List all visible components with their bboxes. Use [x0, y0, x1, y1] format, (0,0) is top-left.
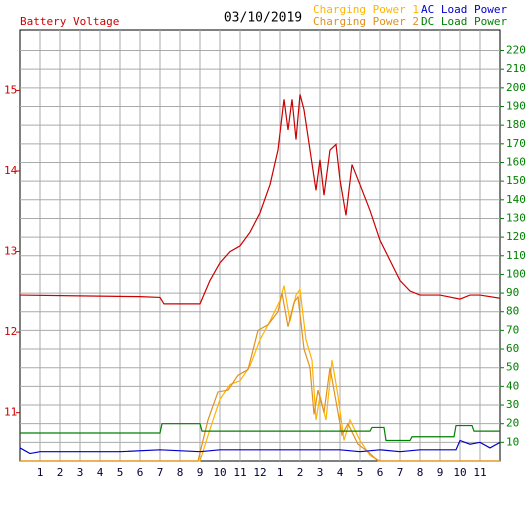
y-tick-label: 15: [4, 83, 17, 96]
x-tick-label: 6: [137, 466, 144, 479]
y2-tick-label: 80: [506, 305, 519, 318]
series-line: [20, 292, 500, 462]
x-tick-label: 8: [177, 466, 184, 479]
series-line: [19, 94, 501, 305]
y2-tick-label: 220: [506, 44, 526, 57]
legend-entry: Charging Power 2: [313, 15, 419, 28]
series-line: [19, 439, 501, 455]
x-tick-label: 1: [277, 466, 284, 479]
y2-tick-label: 150: [506, 174, 526, 187]
x-tick-label: 9: [197, 466, 204, 479]
y2-tick-label: 190: [506, 99, 526, 112]
y2-tick-label: 60: [506, 342, 519, 355]
y2-tick-label: 50: [506, 361, 519, 374]
y2-tick-label: 160: [506, 155, 526, 168]
x-tick-label: 7: [157, 466, 164, 479]
x-tick-label: 5: [117, 466, 124, 479]
legend-entry: Charging Power 1: [313, 3, 419, 16]
series-line: [20, 285, 500, 462]
x-tick-label: 9: [437, 466, 444, 479]
y-tick-label: 13: [4, 245, 17, 258]
y2-tick-label: 180: [506, 118, 526, 131]
y2-tick-label: 40: [506, 379, 519, 392]
y2-tick-label: 10: [506, 435, 519, 448]
y2-tick-label: 90: [506, 286, 519, 299]
y-tick-label: 12: [4, 325, 17, 338]
x-tick-label: 7: [397, 466, 404, 479]
battery-legend: Battery Voltage: [20, 15, 119, 28]
x-tick-label: 4: [337, 466, 344, 479]
series-line: [20, 423, 500, 442]
x-tick-label: 6: [377, 466, 384, 479]
x-tick-label: 2: [57, 466, 64, 479]
y2-tick-label: 30: [506, 398, 519, 411]
x-tick-label: 11: [233, 466, 246, 479]
x-tick-label: 1: [37, 466, 44, 479]
y2-tick-label: 170: [506, 137, 526, 150]
legend-entry: AC Load Power: [421, 3, 507, 16]
x-tick-label: 10: [453, 466, 466, 479]
y2-tick-label: 210: [506, 62, 526, 75]
x-tick-label: 12: [253, 466, 266, 479]
x-tick-label: 3: [77, 466, 84, 479]
x-tick-label: 4: [97, 466, 104, 479]
y2-tick-label: 140: [506, 193, 526, 206]
y2-tick-label: 130: [506, 211, 526, 224]
legend-entry: DC Load Power: [421, 15, 507, 28]
y2-tick-label: 70: [506, 323, 519, 336]
x-tick-label: 3: [317, 466, 324, 479]
y2-tick-label: 110: [506, 249, 526, 262]
y-tick-label: 14: [4, 164, 18, 177]
y-tick-label: 11: [4, 406, 17, 419]
y2-tick-label: 120: [506, 230, 526, 243]
y2-tick-label: 20: [506, 417, 519, 430]
x-tick-label: 8: [417, 466, 424, 479]
x-tick-label: 11: [473, 466, 486, 479]
x-tick-label: 5: [357, 466, 364, 479]
x-tick-label: 2: [297, 466, 304, 479]
y2-tick-label: 200: [506, 81, 526, 94]
x-tick-label: 10: [213, 466, 226, 479]
y2-tick-label: 100: [506, 267, 526, 280]
date: 03/10/2019: [224, 11, 302, 26]
